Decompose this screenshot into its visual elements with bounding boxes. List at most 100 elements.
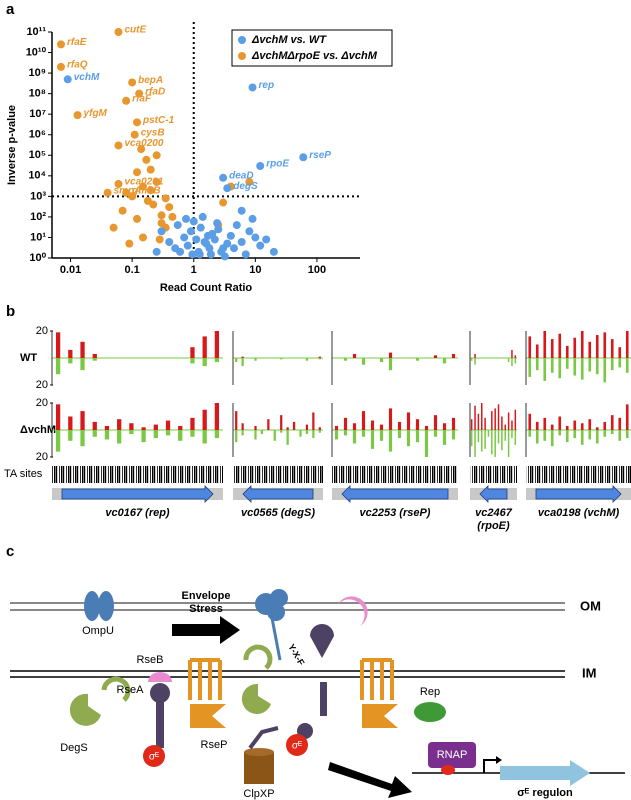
sigma-label: σᴱ xyxy=(149,752,159,763)
insertion-bar xyxy=(535,421,539,430)
insertion-bar xyxy=(511,430,513,439)
point xyxy=(232,221,241,230)
insertion-bar xyxy=(254,425,257,430)
promoter xyxy=(483,759,496,773)
point xyxy=(133,118,142,127)
insertion-bar xyxy=(214,331,220,358)
point xyxy=(137,145,146,154)
insertion-bar xyxy=(507,358,510,363)
insertion-bar xyxy=(442,430,447,445)
point xyxy=(219,198,228,207)
insertion-bar xyxy=(470,419,473,430)
insertion-bar xyxy=(497,404,500,430)
point xyxy=(223,184,232,193)
y-tick-label: 10⁷ xyxy=(29,108,46,120)
insertion-bar xyxy=(580,423,584,430)
insertion-bar xyxy=(451,353,456,358)
insertion-bar xyxy=(165,420,171,430)
insertion-bar xyxy=(494,408,496,430)
point-label: vca0200 xyxy=(124,138,163,149)
insertion-bar xyxy=(610,358,614,371)
insertion-bar xyxy=(487,430,490,437)
om-label: OM xyxy=(580,598,601,613)
insertion-bar xyxy=(514,355,517,358)
gene-label: vc2467 xyxy=(475,507,513,519)
rsea xyxy=(101,676,131,702)
point xyxy=(299,153,308,162)
im-label: IM xyxy=(582,665,596,680)
rsea-label: RseA xyxy=(117,684,145,696)
y-tick-label: 20 xyxy=(36,325,48,337)
point xyxy=(63,75,72,84)
insertion-bar xyxy=(573,420,577,430)
insertion-bar xyxy=(595,430,599,444)
insertion-bar xyxy=(588,430,592,440)
insertion-bar xyxy=(424,425,429,430)
insertion-bar xyxy=(361,430,366,437)
insertion-bar xyxy=(470,430,473,447)
insertion-bar xyxy=(535,344,539,358)
insertion-bar xyxy=(573,430,577,439)
point xyxy=(118,206,127,215)
point xyxy=(173,221,182,230)
insertion-bar xyxy=(361,411,366,430)
insertion-bar xyxy=(254,358,257,361)
insertion-bar xyxy=(299,430,302,437)
insertion-bar xyxy=(267,419,270,430)
y-tick-label: 10⁴ xyxy=(28,170,46,182)
point-label: rep xyxy=(259,80,275,91)
insertion-bar xyxy=(433,355,438,358)
insertion-bar xyxy=(588,341,592,358)
diagram: OM IM OmpU DegS RseA RseB σᴱ RseP Envelo… xyxy=(10,589,625,800)
point xyxy=(133,168,142,177)
insertion-bar xyxy=(504,430,506,441)
insertion-bar xyxy=(451,430,456,440)
insertion-bar xyxy=(442,423,447,430)
rsep-base xyxy=(362,704,398,728)
point xyxy=(114,28,123,36)
insertion-bar xyxy=(497,430,500,444)
gene-arrow xyxy=(242,485,314,503)
stress-arrow xyxy=(172,616,240,644)
insertion-bar xyxy=(80,430,85,447)
insertion-bar xyxy=(406,412,411,430)
y-tick-label: 10⁰ xyxy=(29,252,46,264)
point xyxy=(269,247,278,256)
insertion-bar xyxy=(528,430,532,437)
insertion-bar xyxy=(507,412,510,430)
y-tick-label: 10⁵ xyxy=(29,149,46,161)
insertion-bar xyxy=(280,358,283,360)
insertion-bar xyxy=(625,404,629,430)
gene-label: vc2253 (rseP) xyxy=(360,507,431,519)
point xyxy=(133,214,142,223)
omp xyxy=(267,603,285,621)
point xyxy=(245,178,254,187)
point xyxy=(182,214,191,223)
point xyxy=(57,40,66,49)
insertion-bar xyxy=(92,430,97,437)
insertion-bar xyxy=(117,430,122,444)
insertion-bar xyxy=(595,427,599,430)
degs-label: DegS xyxy=(60,742,88,754)
point xyxy=(251,233,260,242)
point xyxy=(262,235,271,244)
insertion-bar xyxy=(415,419,420,430)
insertion-bar xyxy=(286,427,289,430)
stress-label: Stress xyxy=(189,603,223,615)
x-tick-label: 0.01 xyxy=(60,264,81,276)
insertion-bar xyxy=(580,430,584,445)
insertion-bar xyxy=(474,405,476,430)
insertion-bar xyxy=(343,430,348,436)
insertion-bar xyxy=(141,427,146,430)
insertion-bar xyxy=(92,353,97,358)
clpxp-top xyxy=(244,748,274,756)
insertion-bar xyxy=(474,353,476,358)
insertion-bar xyxy=(603,358,607,383)
insertion-bar xyxy=(625,430,629,439)
insertion-bar xyxy=(550,424,554,430)
point xyxy=(165,203,174,212)
point xyxy=(203,231,212,240)
point-label: cysB xyxy=(141,127,165,138)
y-tick-label: 10¹⁰ xyxy=(26,46,47,58)
point xyxy=(114,179,123,188)
